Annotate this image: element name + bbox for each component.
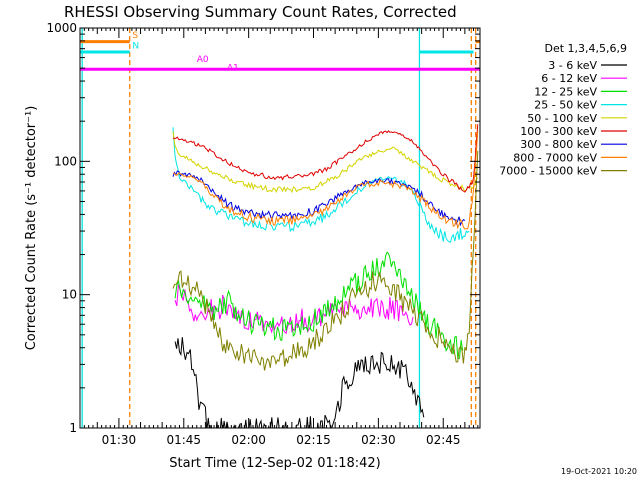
x-tick-label: 02:00 [231, 433, 266, 447]
legend-entry-label: 3 - 6 keV [548, 59, 597, 72]
x-axis-label: Start Time (12-Sep-02 01:18:42) [169, 456, 380, 471]
series-300-800-kevline [172, 170, 466, 227]
legend-entry-label: 7000 - 15000 keV [499, 165, 597, 178]
x-tick-label: 01:45 [166, 433, 201, 447]
x-axis: 01:30 01:45 02:00 02:15 02:30 02:45 [79, 28, 479, 447]
annotation-label-4: A1 [227, 64, 239, 74]
legend-entry-label: 800 - 7000 keV [513, 151, 597, 164]
series-7000-15000-kevline [172, 150, 479, 371]
series-800-7000-kevline [172, 130, 479, 230]
annotation-label-3: A0 [197, 55, 209, 65]
legend-entry-label: 100 - 300 keV [520, 125, 597, 138]
plot-area: SN A0 A1 [80, 28, 480, 428]
chart-title: RHESSI Observing Summary Count Rates, Co… [64, 3, 457, 21]
y-tick-label: 1000 [46, 21, 77, 35]
legend-entry-label: 25 - 50 keV [534, 99, 597, 112]
x-tick-label: 01:30 [102, 433, 137, 447]
x-tick-label: 02:45 [426, 433, 461, 447]
series-3-6-kevline [174, 337, 425, 428]
generation-timestamp: 19-Oct-2021 10:20 [561, 467, 637, 476]
legend-entry-label: 300 - 800 keV [520, 138, 597, 151]
annotation-label-1: S [132, 31, 138, 41]
y-tick-label: 100 [54, 154, 77, 168]
y-axis-label: Corrected Count Rate (s⁻¹ detector⁻¹) [24, 106, 39, 351]
x-tick-label: 02:15 [296, 433, 331, 447]
plot-frame [79, 27, 481, 429]
series-100-300-kevline [172, 124, 479, 193]
legend-title: Det 1,3,4,5,6,9 [544, 42, 627, 55]
series-50-100-kevline [172, 131, 479, 194]
legend-entry-label: 12 - 25 keV [534, 85, 597, 98]
y-tick-label: 1 [69, 421, 77, 435]
legend-entry-label: 50 - 100 keV [527, 112, 597, 125]
series-25-50-kevline [172, 127, 470, 243]
y-axis: 1 10 100 1000 [46, 21, 480, 435]
y-tick-label: 10 [62, 288, 77, 302]
annotation-label-2: N [132, 42, 139, 52]
x-tick-label: 02:30 [361, 433, 396, 447]
legend-entry-label: 6 - 12 keV [541, 72, 597, 85]
